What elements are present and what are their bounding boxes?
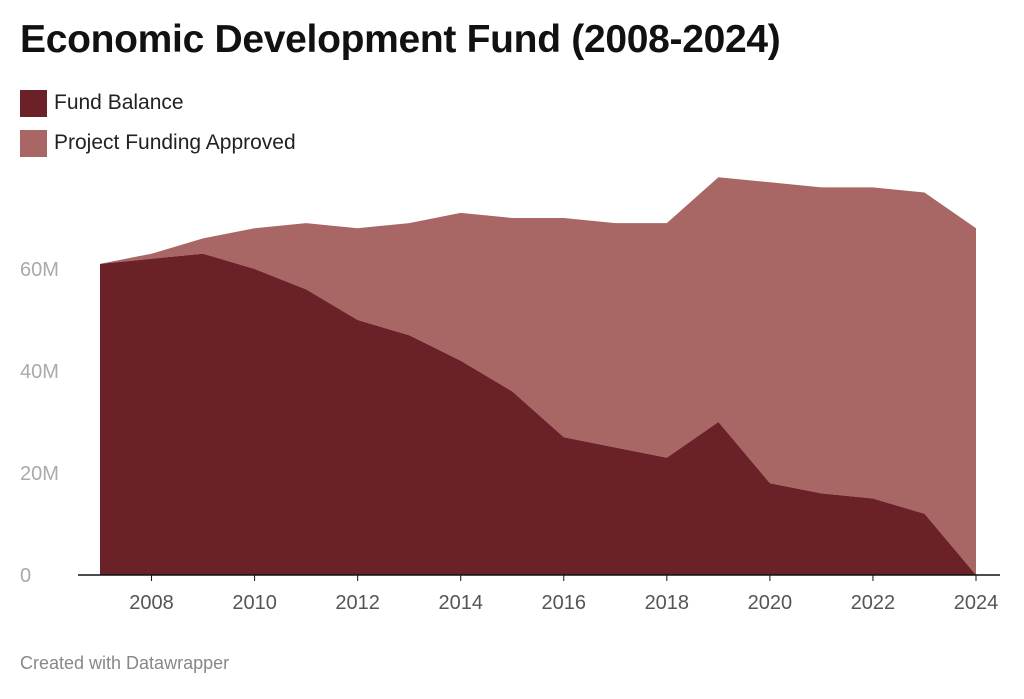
area-chart: 2008 2010 2012 2014 2016 2018 2020 2022 2024 0 20M…: [20, 177, 1000, 614]
area-project-funding-approved: [100, 177, 976, 575]
x-tick-label: 2010: [232, 592, 277, 614]
legend-item-project-funding: Project Funding Approved: [20, 128, 296, 158]
y-tick-label: 40M: [20, 361, 59, 383]
x-tick-label: 2014: [438, 592, 483, 614]
x-tick-label: 2020: [748, 592, 793, 614]
credit-footer: Created with Datawrapper: [20, 653, 230, 673]
x-tick-label: 2008: [129, 592, 174, 614]
legend-swatch-project-funding: [20, 129, 47, 157]
legend-item-fund-balance: Fund Balance: [20, 88, 296, 118]
y-tick-label: 20M: [20, 463, 59, 485]
legend-label-fund-balance: Fund Balance: [54, 91, 184, 114]
x-tick-label: 2016: [542, 592, 587, 614]
x-tick-label: 2022: [851, 592, 896, 614]
x-tick-label: 2024: [954, 592, 999, 614]
x-tick-label: 2018: [645, 592, 690, 614]
legend: Fund Balance Project Funding Approved: [20, 88, 296, 168]
y-tick-label: 0: [20, 565, 31, 587]
x-tick-label: 2012: [335, 592, 380, 614]
y-tick-label: 60M: [20, 259, 59, 281]
chart-title: Economic Development Fund (2008-2024): [20, 18, 781, 61]
legend-swatch-fund-balance: [20, 89, 47, 117]
legend-label-project-funding: Project Funding Approved: [54, 131, 296, 154]
